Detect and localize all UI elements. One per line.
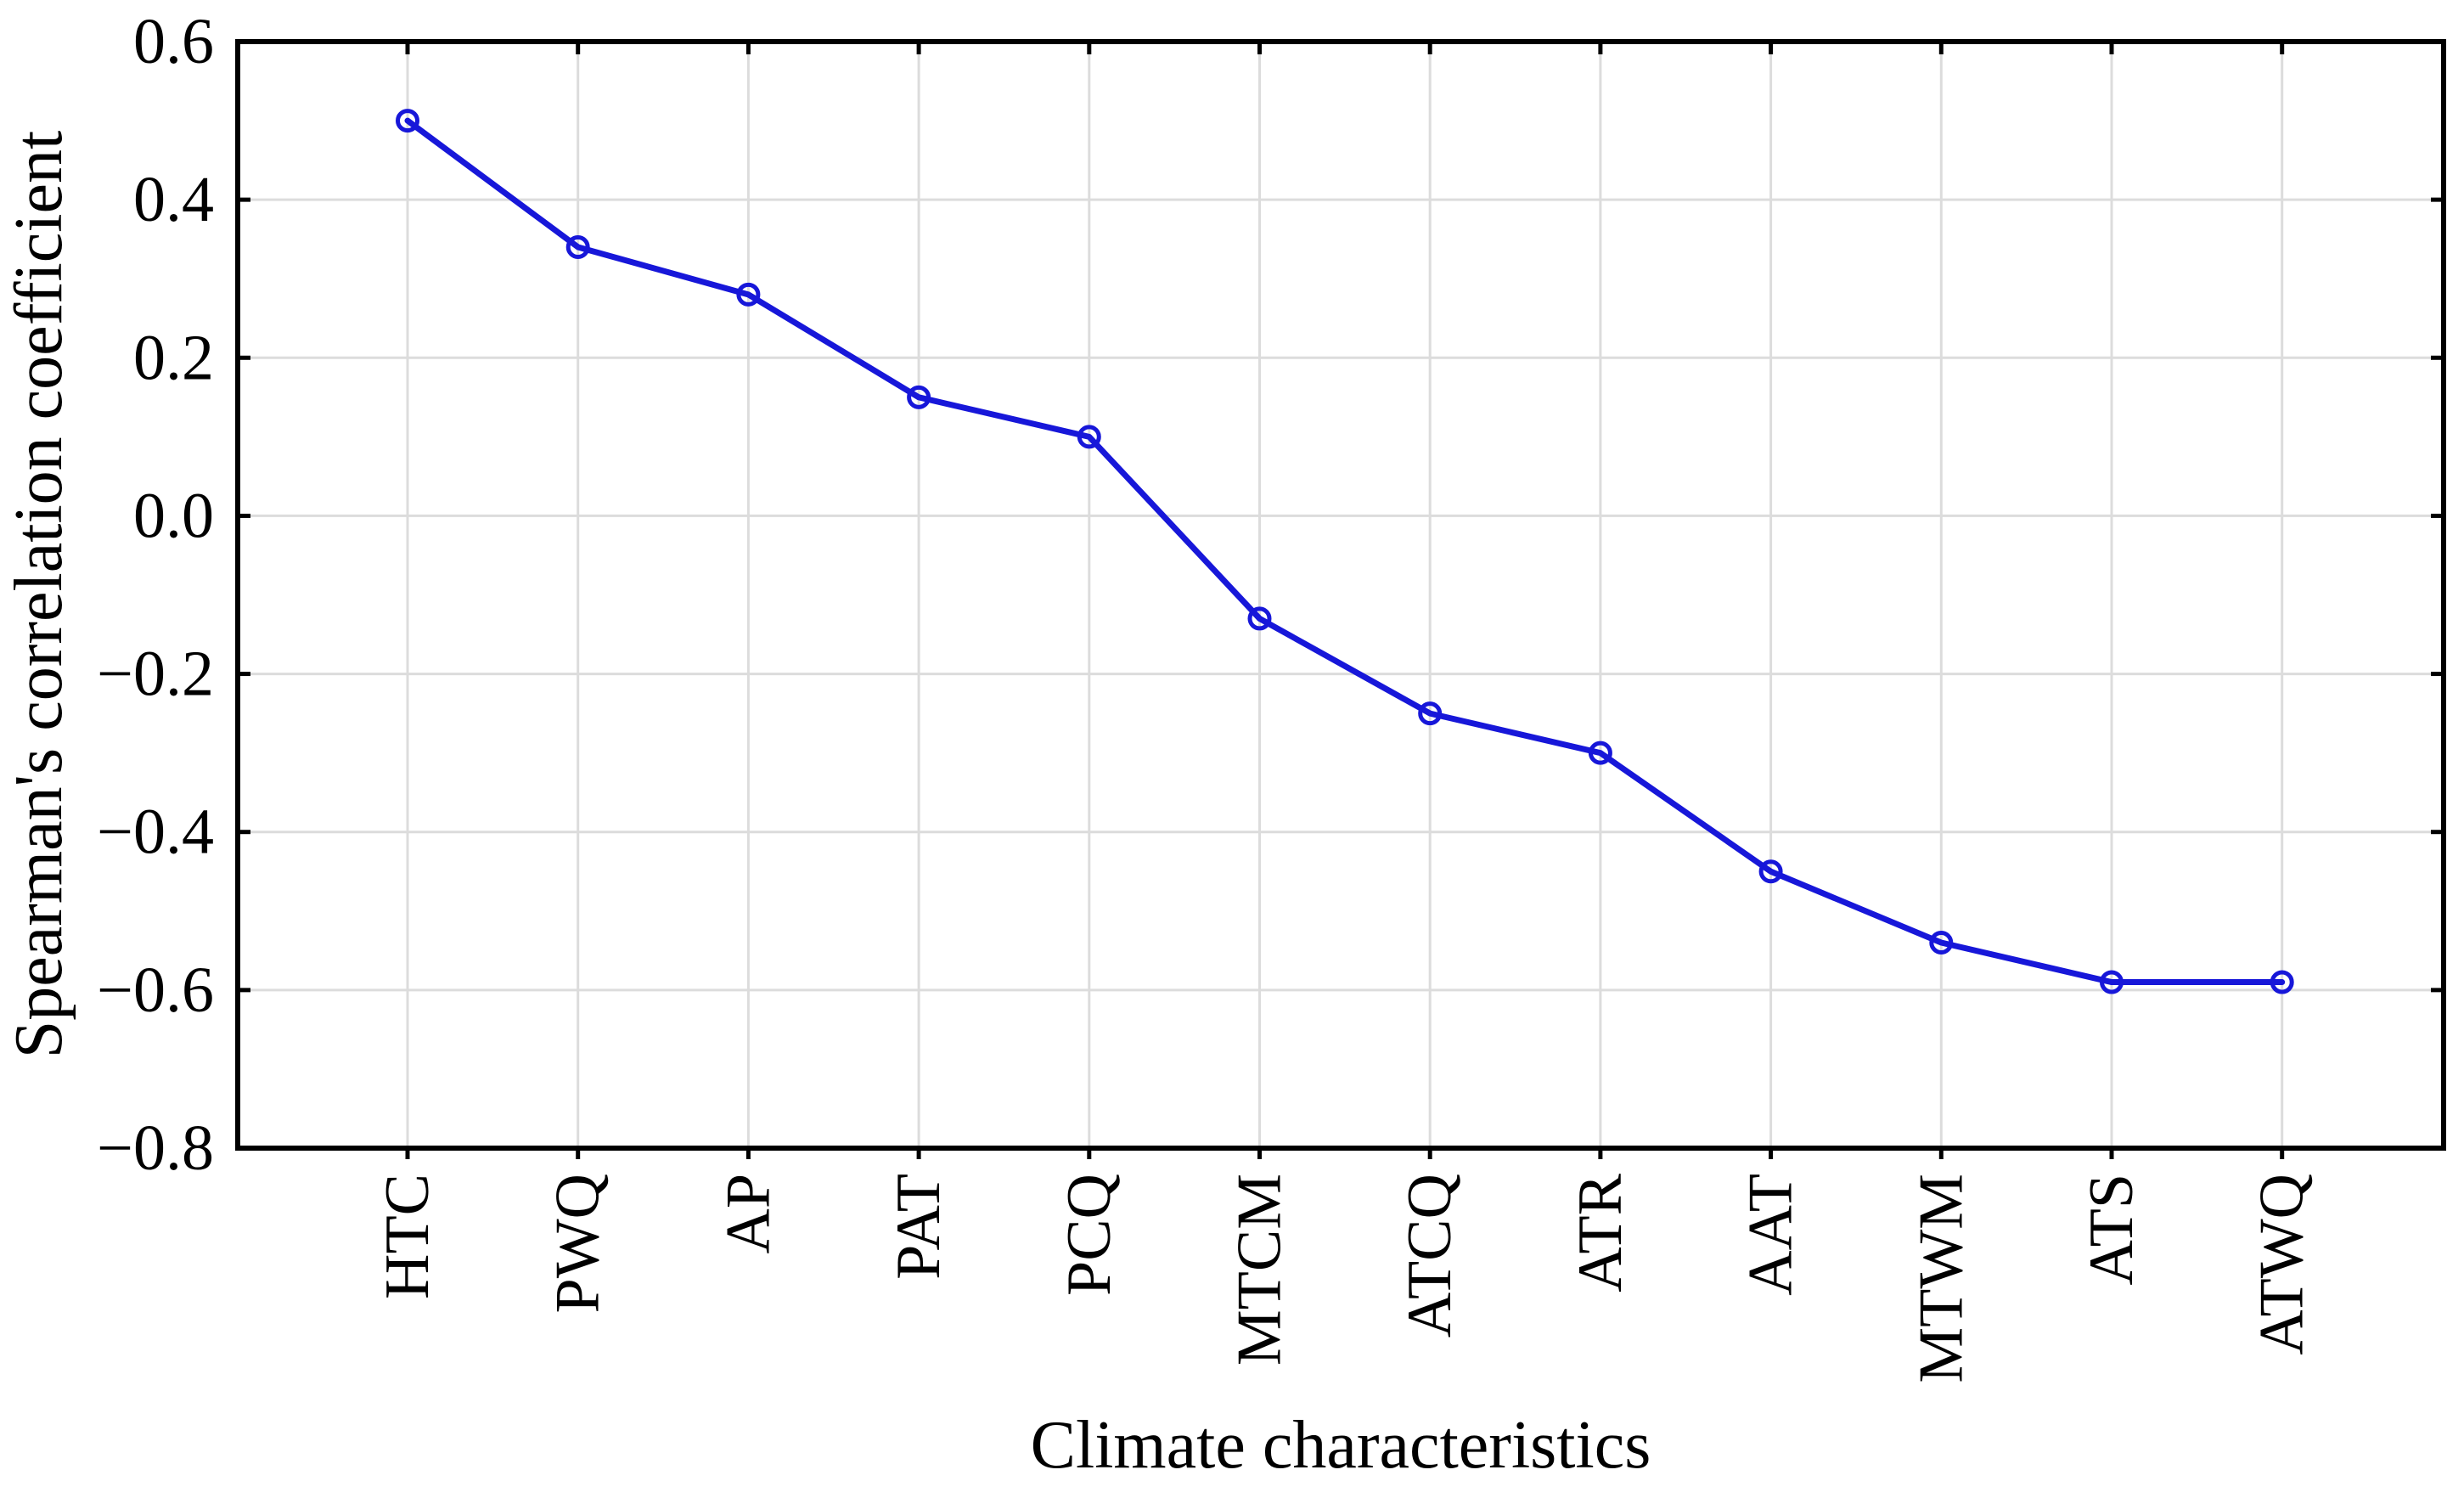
y-tick-label--0.8: −0.8 [97, 1112, 214, 1184]
tick-label-layer: 0.6 0.4 0.2 0.0 −0.2 −0.4 −0.6 −0.8 HTC PWQ AP PAT P… [97, 6, 2317, 1383]
x-tick-label-ATR: ATR [1566, 1173, 1635, 1292]
data-point-marker-MTWM [1929, 931, 1954, 955]
x-tick-label-HTC: HTC [373, 1174, 442, 1299]
axes-layer [235, 39, 2446, 1159]
x-tick-label-AP: AP [713, 1174, 783, 1254]
grid-layer [238, 42, 2444, 1148]
data-point-marker-AP [736, 282, 761, 307]
y-tick-label--0.4: −0.4 [97, 797, 214, 868]
y-tick-label-0.2: 0.2 [133, 322, 214, 393]
x-tick-label-PWQ: PWQ [543, 1174, 613, 1313]
data-point-marker-PWQ [565, 234, 590, 259]
x-axis-title: Climate characteristics [1031, 1408, 1651, 1483]
y-tick-label--0.2: −0.2 [97, 639, 214, 710]
y-tick-label-0: 0.0 [133, 480, 214, 551]
plot-border [235, 39, 2446, 1151]
axis-title-layer: Spearman's correlation coefficient Clima… [2, 131, 1651, 1483]
y-tick-label-0.4: 0.4 [133, 164, 214, 235]
x-tick-label-PCQ: PCQ [1055, 1174, 1124, 1296]
data-point-marker-AAT [1758, 859, 1783, 884]
x-tick-label-MTCM: MTCM [1225, 1174, 1295, 1366]
data-point-marker-ATR [1588, 741, 1612, 765]
data-point-marker-PAT [907, 385, 931, 409]
data-point-marker-MTCM [1247, 606, 1272, 631]
y-tick-label--0.6: −0.6 [97, 955, 214, 1026]
x-tick-label-PAT: PAT [884, 1174, 954, 1280]
x-tick-label-ATCQ: ATCQ [1395, 1174, 1465, 1338]
series-line [404, 117, 2286, 986]
data-series-layer [396, 109, 2294, 994]
x-tick-label-ATS: ATS [2077, 1174, 2146, 1286]
x-tick-label-MTWM: MTWM [1906, 1174, 1976, 1383]
x-tick-label-ATWQ: ATWQ [2247, 1174, 2317, 1355]
y-tick-label-0.6: 0.6 [133, 6, 214, 77]
data-point-marker-ATS [2100, 970, 2124, 994]
y-axis-title: Spearman's correlation coefficient [2, 131, 76, 1058]
data-point-marker-ATWQ [2270, 970, 2294, 994]
data-point-marker-PCQ [1077, 425, 1101, 449]
data-point-marker-HTC [396, 109, 419, 133]
data-point-marker-ATCQ [1418, 701, 1443, 726]
x-tick-label-AAT: AAT [1736, 1174, 1806, 1296]
